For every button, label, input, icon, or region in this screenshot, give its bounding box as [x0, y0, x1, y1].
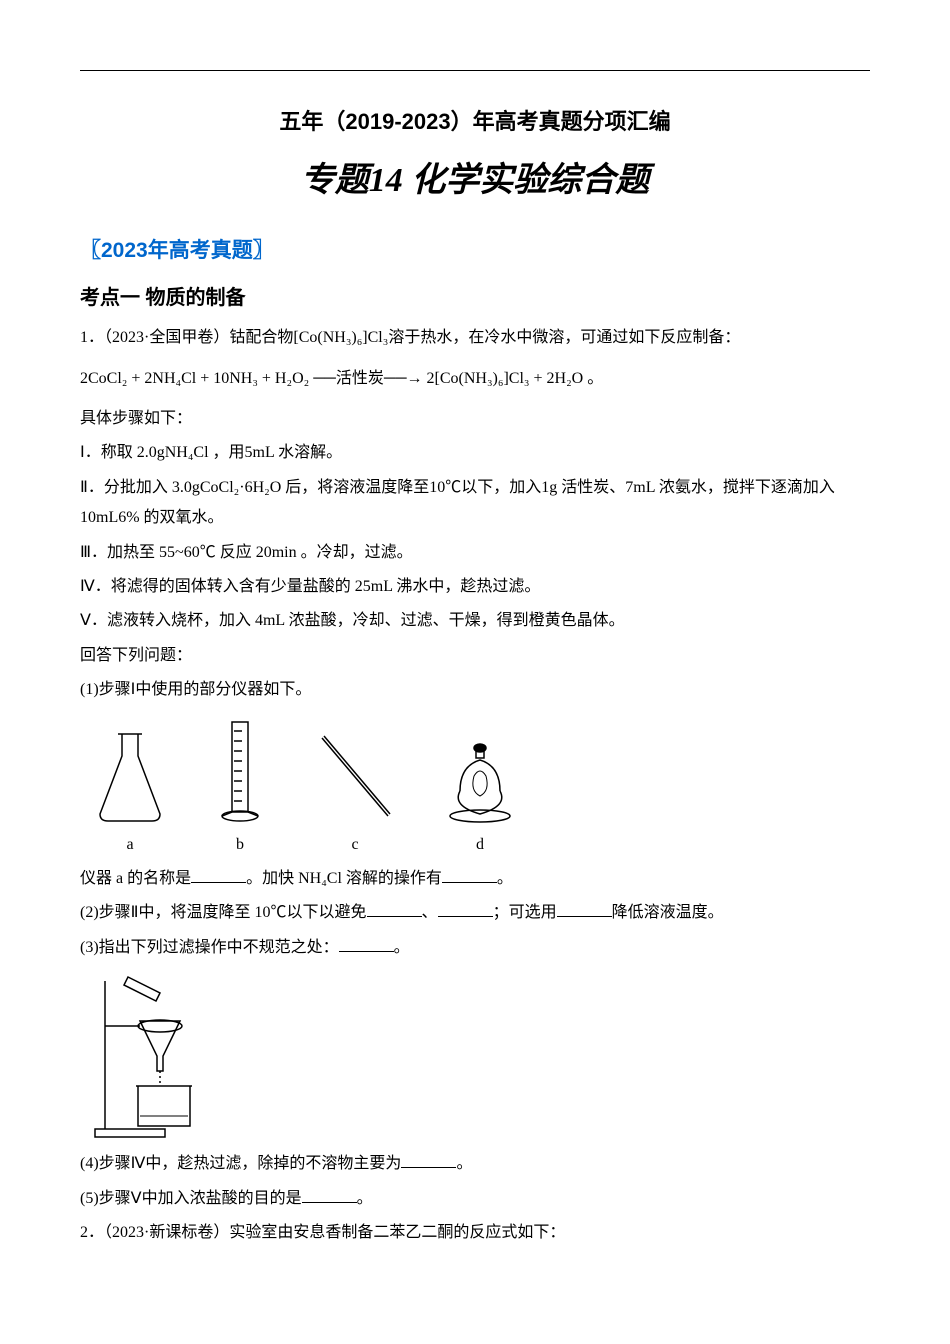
p1-t2: 。加快 NH₄Cl 溶解的操作有 — [246, 870, 442, 887]
glass-rod-icon — [310, 726, 400, 826]
q1-p1-intro: (1)步骤Ⅰ中使用的部分仪器如下。 — [80, 675, 870, 705]
p5-t2: 。 — [357, 1190, 373, 1207]
blank — [302, 1186, 357, 1203]
p4-t1: (4)步骤Ⅳ中，趁热过滤，除掉的不溶物主要为 — [80, 1155, 401, 1172]
q1-steps-intro: 具体步骤如下： — [80, 404, 870, 434]
q1-equation: 2CoCl₂ + 2NH₄Cl + 10NH₃ + H₂O₂ ──活性炭──→ … — [80, 364, 870, 394]
q1-lead-a: 钴配合物 — [229, 329, 293, 346]
p5-t1: (5)步骤Ⅴ中加入浓盐酸的目的是 — [80, 1190, 302, 1207]
p3-t2: 。 — [394, 939, 410, 956]
q2-src: （2023·新课标卷） — [104, 1224, 229, 1241]
section-header: 考点一 物质的制备 — [80, 279, 870, 317]
q1-answer-intro: 回答下列问题： — [80, 641, 870, 671]
q1-p4-line: (4)步骤Ⅳ中，趁热过滤，除掉的不溶物主要为 。 — [80, 1149, 870, 1179]
blank — [557, 900, 612, 917]
q1-lead-b: 溶于热水，在冷水中微溶，可通过如下反应制备： — [388, 329, 740, 346]
title-small: 五年（2019-2023）年高考真题分项汇编 — [80, 101, 870, 143]
q2-num: 2． — [80, 1224, 104, 1241]
q1-step1: Ⅰ．称取 2.0gNH₄Cl ，用5mL 水溶解。 — [80, 438, 870, 468]
blank — [191, 866, 246, 883]
blank — [442, 866, 497, 883]
year-header: 〖2023年高考真题〗 — [80, 231, 870, 271]
p3-t1: (3)指出下列过滤操作中不规范之处： — [80, 939, 339, 956]
q1-p3-line: (3)指出下列过滤操作中不规范之处： 。 — [80, 933, 870, 963]
q1-p5-line: (5)步骤Ⅴ中加入浓盐酸的目的是 。 — [80, 1184, 870, 1214]
q1-step2: Ⅱ．分批加入 3.0gCoCl₂·6H₂O 后，将溶液温度降至10℃以下，加入1… — [80, 473, 870, 534]
q1-lead: 1．（2023·全国甲卷）钴配合物[Co(NH₃)₆]Cl₃溶于热水，在冷水中微… — [80, 323, 870, 353]
instrument-row: a b c — [90, 716, 870, 860]
erlenmeyer-flask-icon — [90, 726, 170, 826]
p4-t2: 。 — [456, 1155, 472, 1172]
graduated-cylinder-icon — [210, 716, 270, 826]
p2-t3: ；可选用 — [493, 904, 557, 921]
label-b: b — [210, 830, 270, 860]
q1-p1-line: 仪器 a 的名称是 。加快 NH₄Cl 溶解的操作有 。 — [80, 864, 870, 894]
p2-t1: (2)步骤Ⅱ中，将温度降至 10℃以下以避免 — [80, 904, 367, 921]
q1-src: （2023·全国甲卷） — [104, 329, 229, 346]
label-c: c — [310, 830, 400, 860]
q1-p2-line: (2)步骤Ⅱ中，将温度降至 10℃以下以避免 、 ；可选用 降低溶液温度。 — [80, 898, 870, 928]
title-big: 专题14 化学实验综合题 — [80, 149, 870, 214]
label-a: a — [90, 830, 170, 860]
q2-line: 2．（2023·新课标卷）实验室由安息香制备二苯乙二酮的反应式如下： — [80, 1218, 870, 1248]
q1-step5: Ⅴ．滤液转入烧杯，加入 4mL 浓盐酸，冷却、过滤、干燥，得到橙黄色晶体。 — [80, 606, 870, 636]
blank — [339, 935, 394, 952]
blank — [401, 1151, 456, 1168]
q1-step4: Ⅳ．将滤得的固体转入含有少量盐酸的 25mL 沸水中，趁热过滤。 — [80, 572, 870, 602]
instrument-c: c — [310, 726, 400, 860]
top-rule — [80, 70, 870, 71]
p2-t4: 降低溶液温度。 — [612, 904, 724, 921]
blank — [367, 900, 422, 917]
instrument-b: b — [210, 716, 270, 860]
p1-t1: 仪器 a 的名称是 — [80, 870, 191, 887]
q1-num: 1． — [80, 329, 104, 346]
label-d: d — [440, 830, 520, 860]
filtration-setup-icon — [90, 971, 230, 1141]
instrument-d: d — [440, 736, 520, 860]
alcohol-lamp-icon — [440, 736, 520, 826]
q1-step3: Ⅲ．加热至 55~60℃ 反应 20min 。冷却，过滤。 — [80, 538, 870, 568]
blank — [438, 900, 493, 917]
p2-t2: 、 — [422, 904, 438, 921]
q2-text: 实验室由安息香制备二苯乙二酮的反应式如下： — [229, 1224, 565, 1241]
p1-t3: 。 — [497, 870, 513, 887]
q1-formula-inline: [Co(NH₃)₆]Cl₃ — [293, 329, 388, 346]
instrument-a: a — [90, 726, 170, 860]
